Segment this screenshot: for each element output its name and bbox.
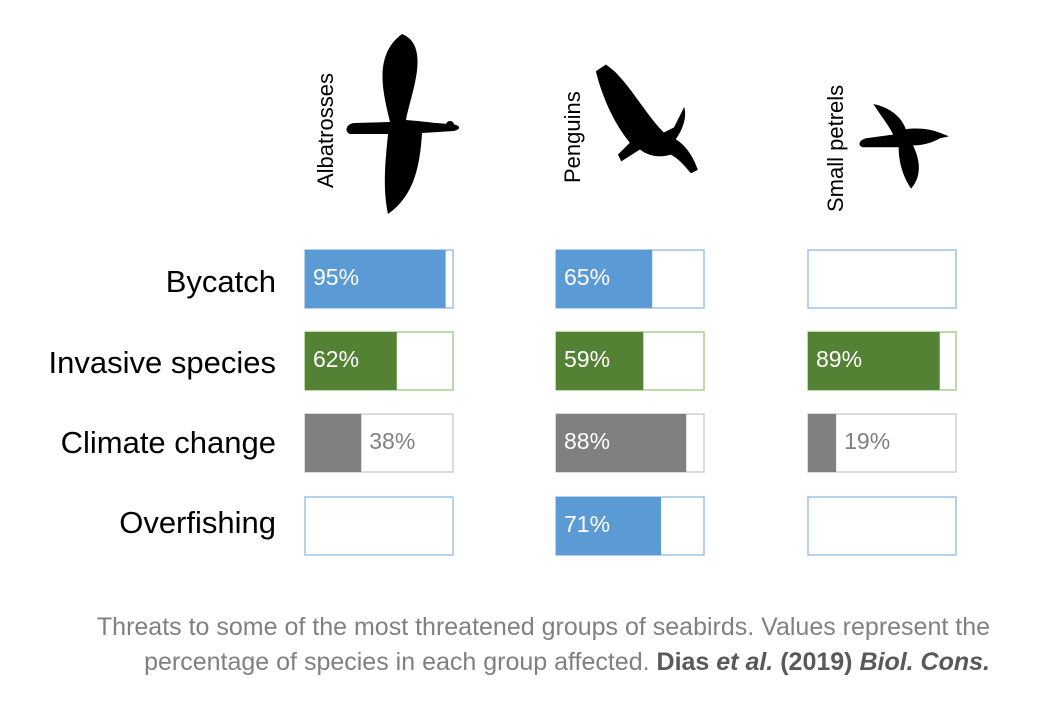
row-label-bycatch: Bycatch — [166, 264, 276, 299]
data-label: 88% — [564, 428, 610, 454]
citation-journal: Biol. Cons. — [859, 648, 990, 676]
bar-frame — [807, 249, 957, 309]
data-label: 19% — [844, 428, 890, 454]
data-label: 95% — [313, 264, 359, 290]
citation-year: (2019) — [780, 648, 853, 676]
bar-invasive-species-albatrosses — [305, 332, 397, 390]
bar-frame — [304, 496, 454, 556]
row-label-invasive-species: Invasive species — [49, 345, 276, 380]
bar-invasive-species-small-petrels — [808, 332, 940, 390]
caption-text: Threats to some of the most threatened g… — [96, 613, 990, 676]
bar-overfishing-penguins — [556, 497, 662, 555]
petrel-silhouette-icon — [859, 104, 949, 189]
group-header-albatrosses: Albatrosses — [313, 73, 338, 188]
row-label-overfishing: Overfishing — [119, 505, 276, 540]
bar-climate-change-albatrosses — [305, 414, 362, 472]
group-header-penguins: Penguins — [560, 91, 585, 183]
data-label: 38% — [369, 428, 415, 454]
seabird-threats-chart: Albatrosses Penguins Small petrels Bycatch… — [49, 34, 957, 556]
citation-etal: et al. — [716, 648, 774, 676]
group-header-small-petrels: Small petrels — [823, 85, 848, 212]
data-label: 62% — [313, 346, 359, 372]
row-label-climate-change: Climate change — [61, 425, 276, 460]
albatross-silhouette-icon — [346, 34, 460, 214]
data-label: 65% — [564, 264, 610, 290]
bar-bycatch-penguins — [556, 250, 653, 308]
data-label: 71% — [564, 511, 610, 537]
bar-frame — [807, 496, 957, 556]
figure-caption: Threats to some of the most threatened g… — [40, 610, 990, 680]
data-label: 59% — [564, 346, 610, 372]
penguin-silhouette-icon — [595, 64, 698, 174]
bar-climate-change-small-petrels — [808, 414, 837, 472]
data-label: 89% — [816, 346, 862, 372]
bar-invasive-species-penguins — [556, 332, 644, 390]
bar-bycatch-albatrosses — [305, 250, 446, 308]
bar-climate-change-penguins — [556, 414, 687, 472]
citation-authors: Dias — [656, 648, 710, 676]
